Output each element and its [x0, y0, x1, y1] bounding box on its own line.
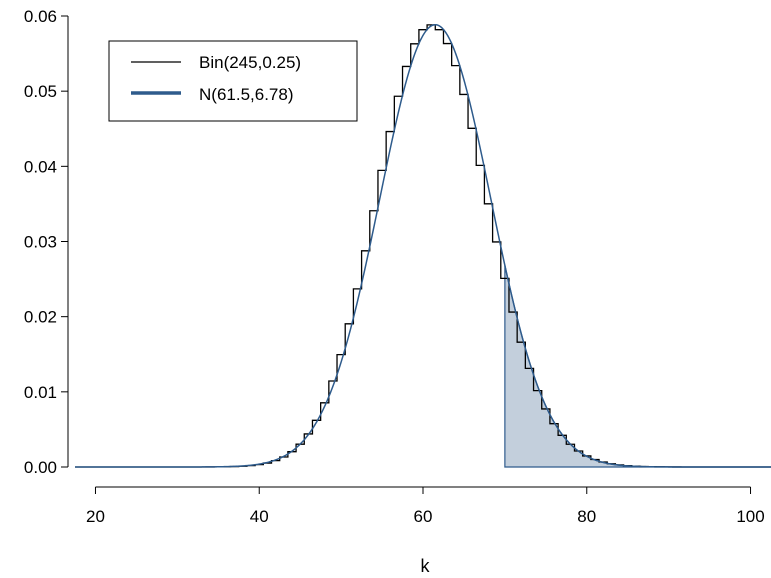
- x-tick-label: 80: [577, 507, 596, 526]
- legend-label-binomial: Bin(245,0.25): [199, 53, 301, 72]
- plot-area: [75, 23, 771, 468]
- x-axis: 20 40 60 80 100: [86, 486, 765, 526]
- legend-label-normal: N(61.5,6.78): [199, 85, 294, 104]
- legend-box: [108, 40, 358, 122]
- x-tick-label: 20: [86, 507, 105, 526]
- y-tick-label: 0.04: [24, 157, 57, 176]
- x-axis-title: k: [421, 556, 431, 576]
- x-tick-label: 40: [250, 507, 269, 526]
- normal-density-curve: [75, 23, 771, 468]
- y-tick-label: 0.05: [24, 82, 57, 101]
- y-tick-label: 0.06: [24, 7, 57, 26]
- x-tick-label: 60: [414, 507, 433, 526]
- legend: Bin(245,0.25) N(61.5,6.78): [108, 40, 358, 122]
- y-tick-label: 0.02: [24, 308, 57, 327]
- shaded-tail-area: [504, 265, 771, 468]
- y-tick-label: 0.00: [24, 458, 57, 477]
- x-tick-label: 100: [736, 507, 764, 526]
- y-axis: 0.00 0.01 0.02 0.03 0.04 0.05 0.06: [24, 7, 69, 477]
- y-tick-label: 0.01: [24, 383, 57, 402]
- y-tick-label: 0.03: [24, 233, 57, 252]
